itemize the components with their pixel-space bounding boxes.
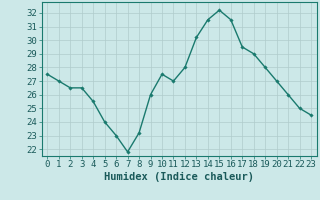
X-axis label: Humidex (Indice chaleur): Humidex (Indice chaleur) [104,172,254,182]
